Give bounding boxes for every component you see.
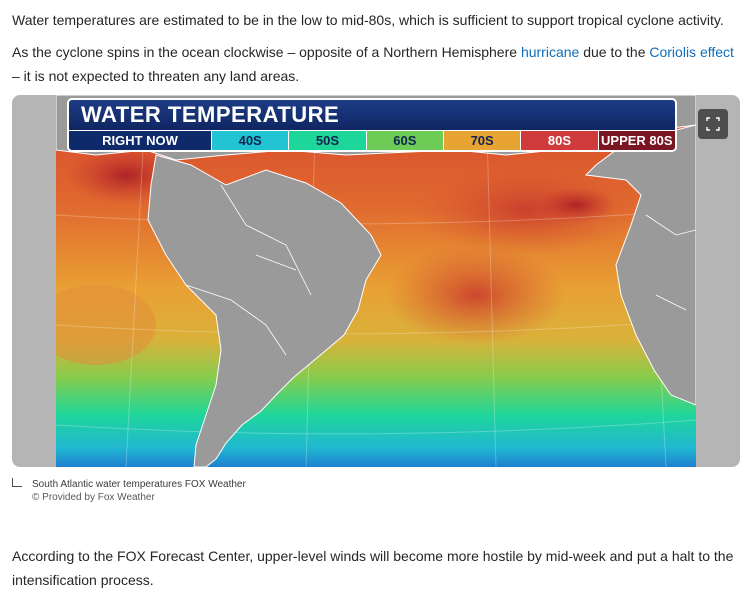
caption-corner-icon: [12, 478, 22, 487]
map-legend-header: WATER TEMPERATURE RIGHT NOW 40S 50S 60S …: [67, 98, 677, 152]
scale-label-right-now: RIGHT NOW: [69, 131, 212, 150]
temperature-scale: RIGHT NOW 40S 50S 60S 70S 80S UPPER 80S: [67, 130, 677, 152]
caption-text: South Atlantic water temperatures FOX We…: [32, 479, 246, 490]
coriolis-effect-link[interactable]: Coriolis effect: [649, 44, 734, 60]
water-temperature-figure: WATER TEMPERATURE RIGHT NOW 40S 50S 60S …: [12, 95, 740, 467]
scale-cell: 60S: [366, 131, 444, 150]
paragraph-text: – it is not expected to threaten any lan…: [12, 68, 300, 84]
article-paragraph-3: According to the FOX Forecast Center, up…: [12, 548, 734, 588]
caption-credit: © Provided by Fox Weather: [32, 492, 155, 503]
sea-surface-temperature-map: WATER TEMPERATURE RIGHT NOW 40S 50S 60S …: [56, 95, 696, 467]
article-paragraph-1: Water temperatures are estimated to be i…: [12, 12, 724, 28]
expand-icon: [706, 117, 720, 131]
article-paragraph-2: As the cyclone spins in the ocean clockw…: [12, 40, 736, 88]
expand-image-button[interactable]: [698, 109, 728, 139]
paragraph-text: due to the: [579, 44, 650, 60]
hurricane-link[interactable]: hurricane: [520, 44, 580, 60]
scale-cell: UPPER 80S: [598, 131, 675, 150]
scale-cell: 40S: [212, 131, 290, 150]
scale-cell: 50S: [289, 131, 367, 150]
paragraph-text: As the cyclone spins in the ocean clockw…: [12, 44, 521, 60]
map-title: WATER TEMPERATURE: [67, 98, 677, 130]
scale-cell: 70S: [443, 131, 522, 150]
temperature-map-graphic: [56, 95, 696, 467]
scale-cell: 80S: [521, 131, 599, 150]
